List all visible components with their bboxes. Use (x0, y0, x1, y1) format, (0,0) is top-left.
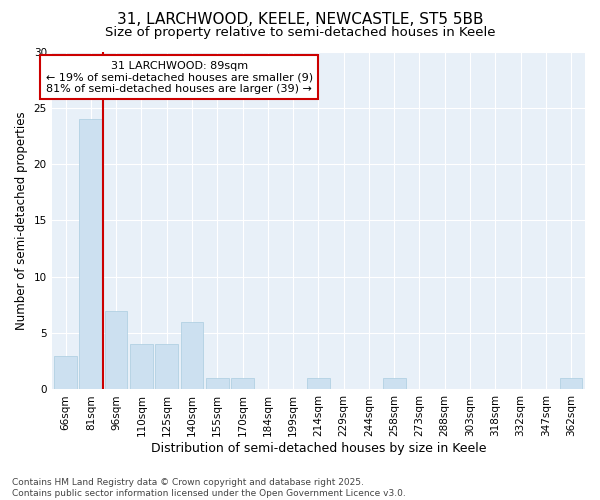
Bar (206, 378, 229, 390)
Bar (231, 378, 254, 390)
Bar (560, 378, 583, 390)
Bar (307, 378, 330, 390)
Text: 31, LARCHWOOD, KEELE, NEWCASTLE, ST5 5BB: 31, LARCHWOOD, KEELE, NEWCASTLE, ST5 5BB (117, 12, 483, 28)
Y-axis label: Number of semi-detached properties: Number of semi-detached properties (15, 111, 28, 330)
Bar (155, 344, 178, 390)
Bar (79, 119, 102, 390)
Text: Size of property relative to semi-detached houses in Keele: Size of property relative to semi-detach… (105, 26, 495, 39)
X-axis label: Distribution of semi-detached houses by size in Keele: Distribution of semi-detached houses by … (151, 442, 486, 455)
Bar (130, 344, 153, 390)
Bar (181, 322, 203, 390)
Bar (54, 356, 77, 390)
Bar (383, 378, 406, 390)
Bar (105, 310, 127, 390)
Text: 31 LARCHWOOD: 89sqm
← 19% of semi-detached houses are smaller (9)
81% of semi-de: 31 LARCHWOOD: 89sqm ← 19% of semi-detach… (46, 60, 313, 94)
Text: Contains HM Land Registry data © Crown copyright and database right 2025.
Contai: Contains HM Land Registry data © Crown c… (12, 478, 406, 498)
